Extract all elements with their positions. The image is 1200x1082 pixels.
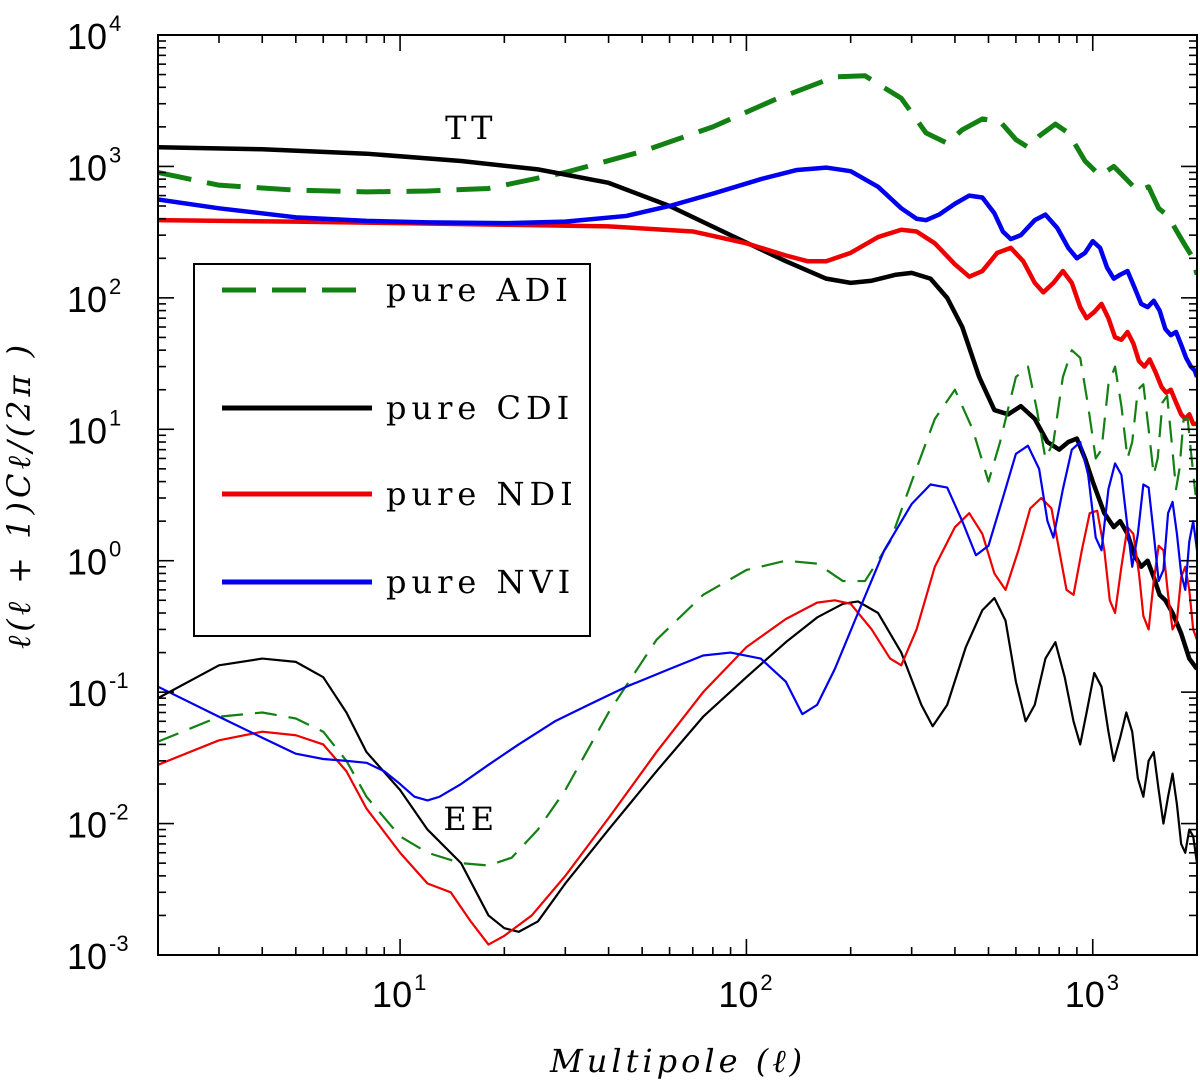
svg-text:1: 1 — [109, 405, 121, 430]
legend-box — [193, 263, 591, 637]
svg-text:10: 10 — [67, 673, 107, 714]
svg-text:10: 10 — [718, 974, 758, 1015]
x-tick-label: 10 3 — [1065, 970, 1119, 1015]
svg-text:10: 10 — [67, 542, 107, 583]
svg-text:10: 10 — [67, 279, 107, 320]
axis-tick-labels: 10 1 10 2 10 310 410 310 210 110 010 -110 -210 -3 — [67, 11, 1119, 1015]
series-pure-nvi-tt — [158, 165, 1197, 378]
legend-entry-pure-cdi: pure CDI — [222, 389, 574, 427]
y-tick-label: 10 2 — [67, 274, 121, 320]
svg-text:-1: -1 — [109, 668, 129, 693]
y-tick-label: 10 -3 — [67, 931, 129, 977]
legend-entry-pure-nvi: pure NVI — [222, 563, 575, 601]
series-pure-nvi-ee — [158, 440, 1197, 802]
legend-entry-pure-adi: pure ADI — [222, 271, 573, 309]
plot-frame — [157, 34, 1198, 956]
annotation-ee: EE — [443, 800, 498, 838]
y-tick-label: 10 4 — [67, 11, 121, 57]
legend-label: pure NVI — [386, 563, 575, 601]
y-tick-label: 10 -1 — [67, 668, 129, 714]
svg-text:10: 10 — [67, 16, 107, 57]
legend-entry-pure-ndi: pure NDI — [222, 475, 578, 513]
svg-text:3: 3 — [109, 142, 121, 167]
y-tick-label: 10 -2 — [67, 800, 129, 846]
series-pure-adi-tt — [158, 73, 1197, 276]
legend-label: pure ADI — [386, 271, 573, 309]
series-pure-cdi-tt — [158, 144, 1197, 671]
svg-text:10: 10 — [67, 410, 107, 451]
legend: pure ADI pure CDI pure NDI pure NVI — [193, 263, 591, 637]
svg-text:-2: -2 — [109, 800, 129, 825]
y-tick-label: 10 0 — [67, 537, 121, 583]
annotation-tt: TT — [445, 109, 496, 147]
svg-text:10: 10 — [67, 805, 107, 846]
svg-text:10: 10 — [67, 147, 107, 188]
x-tick-label: 10 2 — [718, 970, 772, 1015]
legend-label: pure CDI — [386, 389, 574, 427]
svg-text:-3: -3 — [109, 931, 129, 956]
x-axis-title: Multipole (ℓ) — [549, 1042, 806, 1080]
svg-text:4: 4 — [109, 11, 121, 36]
x-tick-label: 10 1 — [372, 970, 426, 1015]
series-pure-adi-ee — [158, 349, 1197, 867]
data-layer — [158, 73, 1197, 946]
svg-text:1: 1 — [414, 970, 426, 995]
svg-text:2: 2 — [760, 970, 772, 995]
series-pure-ndi-ee — [158, 496, 1197, 946]
svg-text:3: 3 — [1107, 970, 1119, 995]
svg-text:2: 2 — [109, 274, 121, 299]
svg-text:10: 10 — [372, 974, 412, 1015]
series-pure-cdi-ee — [158, 596, 1197, 933]
y-tick-label: 10 3 — [67, 142, 121, 188]
svg-text:0: 0 — [109, 537, 121, 562]
axis-ticks — [157, 34, 1198, 956]
series-pure-ndi-tt — [158, 217, 1197, 427]
y-axis-title: ℓ(ℓ + 1)Cℓ/(2π ) — [0, 341, 38, 649]
y-tick-label: 10 1 — [67, 405, 121, 451]
svg-text:10: 10 — [67, 936, 107, 977]
svg-text:10: 10 — [1065, 974, 1105, 1015]
legend-label: pure NDI — [386, 475, 578, 513]
